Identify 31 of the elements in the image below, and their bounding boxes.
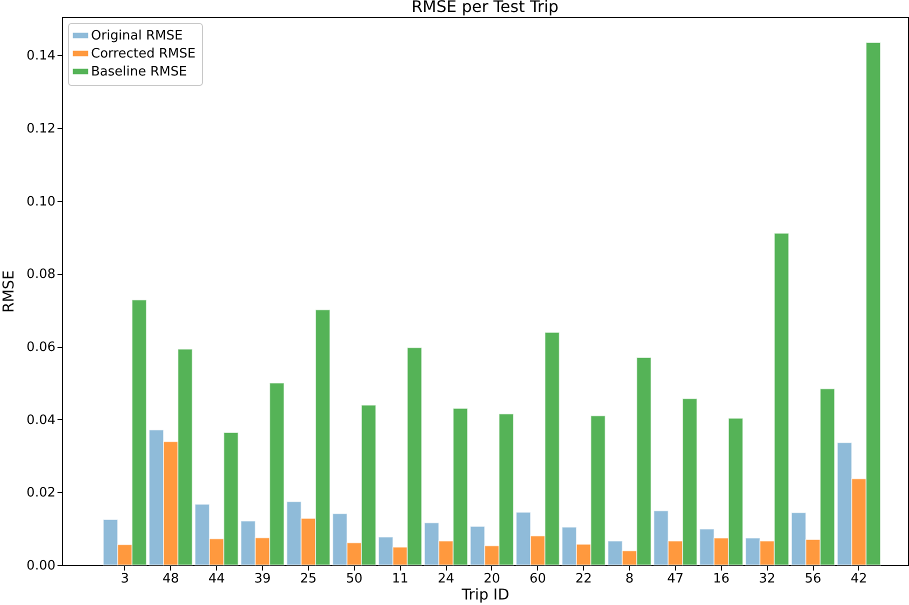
x-tick-label: 44: [208, 572, 225, 586]
y-axis-title: RMSE: [0, 270, 18, 313]
y-tick-label: 0.04: [26, 412, 56, 428]
x-tick-label: 42: [850, 572, 868, 586]
x-tick-label: 3: [120, 572, 129, 586]
x-tick-label: 56: [804, 572, 822, 586]
y-tick-label: 0.10: [26, 194, 56, 210]
x-tick-label: 16: [713, 572, 730, 586]
y-tick-label: 0.06: [26, 340, 56, 356]
y-tick-label: 0.00: [26, 558, 56, 574]
x-tick-label: 11: [392, 572, 408, 586]
chart-title: RMSE per Test Trip: [411, 0, 559, 16]
x-tick-label: 25: [300, 572, 317, 586]
x-tick-label: 39: [254, 572, 271, 586]
legend-label: Corrected RMSE: [91, 46, 196, 62]
x-tick-label: 20: [484, 572, 500, 586]
x-tick-label: 47: [667, 572, 684, 586]
x-tick-label: 8: [625, 572, 634, 586]
x-tick-label: 48: [162, 572, 180, 586]
y-tick-label: 0.08: [26, 267, 56, 282]
y-tick-label: 0.12: [26, 122, 56, 137]
x-tick-label: 50: [346, 572, 363, 586]
x-tick-label: 24: [438, 572, 454, 586]
legend-label: Original RMSE: [91, 28, 183, 44]
x-tick-label: 22: [575, 572, 592, 586]
x-tick-label: 60: [529, 572, 546, 586]
x-axis-title: Trip ID: [460, 586, 510, 604]
y-tick-label: 0.02: [26, 486, 56, 501]
x-tick-label: 32: [758, 572, 776, 586]
y-tick-label: 0.14: [26, 48, 56, 64]
legend-label: Baseline RMSE: [91, 64, 187, 80]
